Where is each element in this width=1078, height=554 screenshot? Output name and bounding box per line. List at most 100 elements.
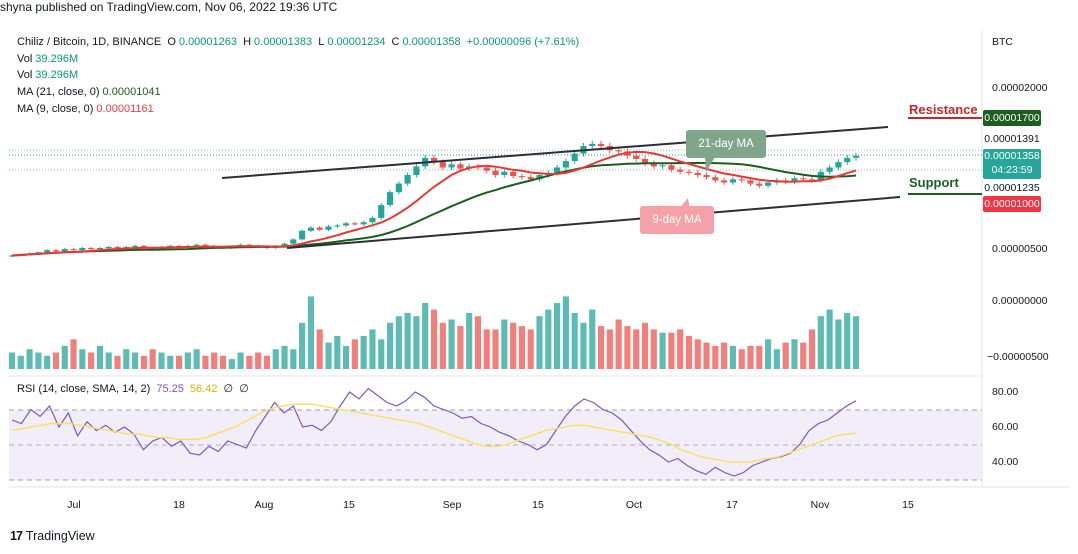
volume-bar	[817, 316, 824, 369]
ma21-callout-pointer	[705, 157, 715, 172]
tradingview-brand: TradingView	[25, 529, 95, 543]
ma9-callout: 9-day MA	[640, 206, 714, 234]
candle-body	[105, 246, 112, 248]
volume-bar	[659, 332, 666, 369]
candle-body	[35, 252, 42, 254]
volume-bar	[202, 355, 209, 369]
volume-bar	[835, 319, 842, 369]
volume-bar	[378, 339, 385, 369]
volume-bar	[747, 345, 754, 369]
candle-body	[492, 170, 499, 176]
volume-bar	[246, 355, 253, 369]
volume-bar	[738, 349, 745, 369]
volume-bar	[430, 309, 438, 369]
volume-bar	[677, 329, 684, 369]
x-tick: 15	[532, 499, 544, 511]
candle-body	[527, 177, 534, 180]
candle-body	[299, 230, 306, 240]
candle-body	[325, 226, 332, 230]
volume-bar	[571, 312, 578, 369]
legend-low: 0.00001234	[327, 36, 386, 48]
ma21-line	[11, 161, 857, 257]
volume-bar	[826, 309, 833, 369]
volume-bar	[237, 352, 244, 369]
volume-bar	[140, 355, 147, 369]
volume-bar	[457, 326, 464, 369]
volume-bar	[765, 339, 772, 369]
candle-body	[448, 164, 455, 168]
volume-bar	[694, 339, 701, 369]
candle-body	[729, 179, 736, 183]
candle-body	[281, 243, 288, 246]
price-tag-high: 0.00001391	[984, 133, 1040, 145]
candle-body	[650, 163, 657, 167]
volume-bar	[791, 339, 798, 369]
volume-bar	[70, 339, 77, 369]
candle-body	[800, 178, 807, 180]
candle-body	[597, 143, 605, 147]
volume-bar	[483, 329, 490, 369]
candle-body	[615, 150, 622, 152]
x-tick: Oct	[625, 499, 643, 511]
volume-bar	[624, 326, 631, 369]
volume-bar	[729, 345, 736, 369]
volume-bar	[184, 352, 191, 369]
volume-bar	[211, 352, 218, 369]
volume-bar	[219, 355, 227, 369]
candle-body	[114, 246, 121, 248]
ma9-line	[11, 150, 857, 257]
candle-body	[88, 248, 95, 250]
volume-bar	[800, 342, 807, 369]
volume-bar	[615, 319, 622, 369]
volume-bar	[536, 316, 543, 369]
volume-bar	[360, 336, 367, 369]
candle-body	[290, 239, 297, 244]
candle-body	[96, 248, 103, 250]
candle-body	[633, 155, 640, 159]
volume-bar	[422, 303, 429, 369]
upper-channel-line	[221, 126, 889, 179]
tradingview-icon: 17	[10, 529, 23, 543]
rsi-tick: 60.00	[992, 421, 1019, 433]
y-tick: 0.00002000	[992, 82, 1048, 94]
volume-bar	[404, 312, 411, 369]
rsi-line	[11, 387, 857, 477]
volume-bar	[263, 355, 271, 369]
resistance-label: Resistance	[909, 102, 978, 117]
volume-bar	[175, 355, 183, 369]
volume-bar	[167, 355, 174, 369]
volume-bar	[413, 316, 420, 369]
x-tick: Sep	[442, 499, 462, 511]
ma21-callout: 21-day MA	[686, 130, 766, 158]
volume-bar	[589, 309, 596, 369]
candle-body	[685, 171, 693, 173]
candles	[8, 140, 860, 258]
volume-bar	[510, 322, 517, 369]
volume-bar	[448, 319, 455, 369]
candle-body	[316, 227, 323, 230]
volume-bar	[228, 359, 235, 369]
candle-body	[703, 175, 710, 178]
volume-bar	[844, 312, 851, 369]
volume-bar	[88, 352, 95, 369]
candle-body	[457, 164, 464, 169]
volume-bar	[105, 352, 112, 369]
volume-bar	[272, 349, 279, 369]
price-tag-low: 0.00001235	[984, 182, 1040, 194]
candle-body	[668, 165, 675, 170]
tradingview-logo[interactable]: 17 TradingView	[10, 529, 95, 543]
price-tag-current: 0.00001358 04:23:59	[983, 149, 1041, 179]
candle-body	[378, 205, 385, 218]
candle-body	[360, 222, 367, 225]
rsi-tick: 80.00	[992, 386, 1019, 398]
candle-body	[677, 169, 684, 172]
legend-open: 0.00001263	[178, 36, 238, 48]
candle-body	[554, 167, 561, 173]
candle-body	[44, 250, 51, 253]
volume-bar	[343, 345, 350, 369]
volume-bar	[852, 316, 860, 369]
legend-high: 0.00001383	[254, 36, 313, 48]
candle-body	[518, 176, 525, 178]
volume-bar	[386, 322, 394, 369]
